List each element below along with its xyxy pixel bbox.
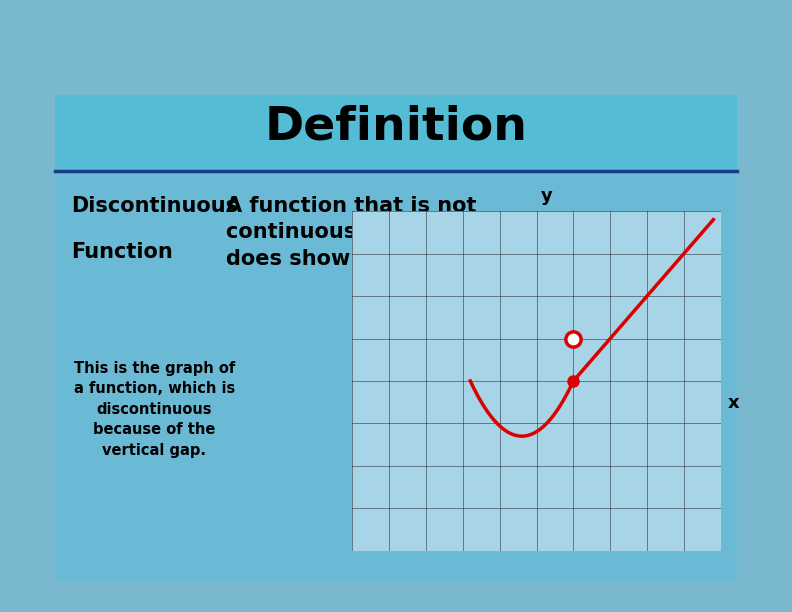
Text: This is the graph of
a function, which is
discontinuous
because of the
vertical : This is the graph of a function, which i… [74,361,235,458]
Text: Discontinuous: Discontinuous [71,196,238,216]
Bar [55,95,737,171]
Text: Function: Function [71,242,173,262]
Text: A function that is not
continuous, whose graph
does show gaps.: A function that is not continuous, whose… [226,196,523,269]
Text: Definition: Definition [265,105,527,149]
Text: x: x [728,394,740,412]
Text: y: y [541,187,553,205]
Bar [55,171,737,581]
